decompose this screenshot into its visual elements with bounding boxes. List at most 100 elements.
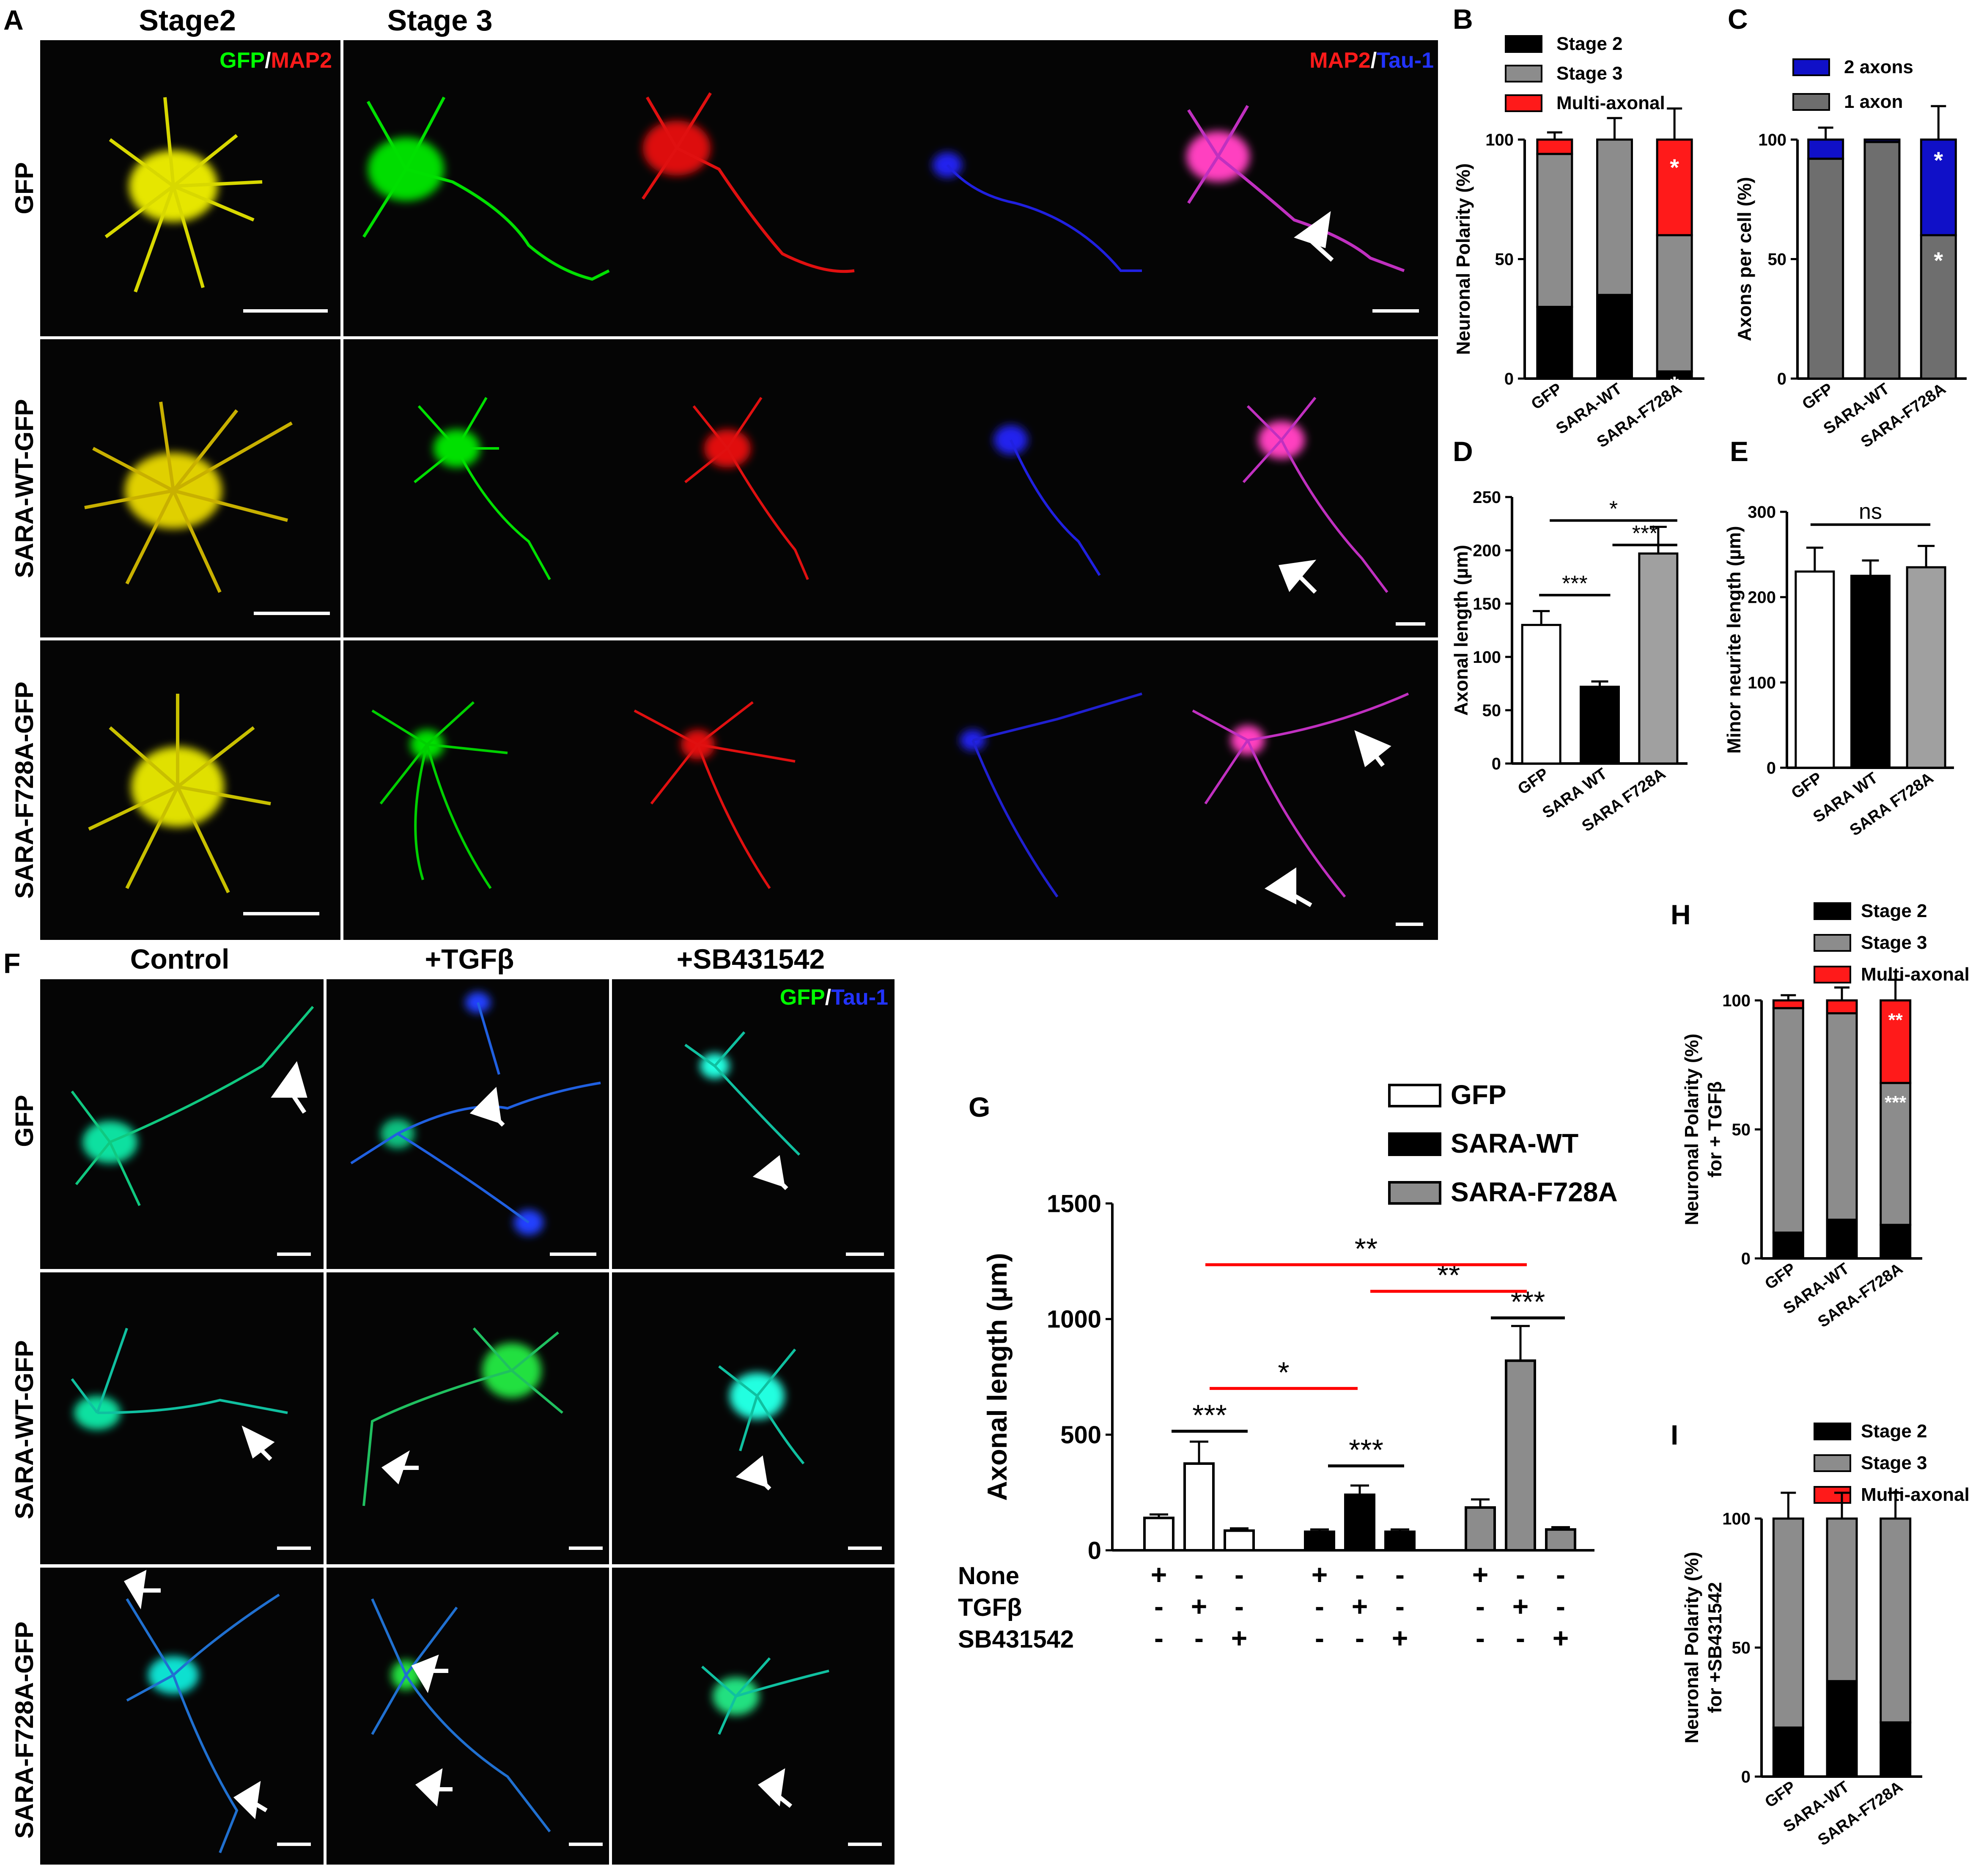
bar-segment — [1920, 138, 1957, 236]
x-tick-label: GFP — [1762, 1260, 1799, 1293]
svg-text:Stage 3: Stage 3 — [1861, 1453, 1927, 1473]
condition-sign: - — [1315, 1590, 1324, 1622]
svg-text:Multi-axonal: Multi-axonal — [1556, 93, 1665, 113]
y-axis-label: Neuronal Polarity (%) — [1681, 1552, 1702, 1743]
row-label-f-wt: SARA-WT-GFP — [10, 1340, 38, 1519]
micrograph-f-f728a-control — [40, 1568, 324, 1865]
significance-label: ** — [1355, 1232, 1378, 1265]
neuron-a-wt-merge — [1242, 397, 1389, 593]
svg-text:Stage 2: Stage 2 — [1861, 1421, 1927, 1442]
neuron-a-wt-blue — [994, 425, 1101, 576]
significance-label: * — [1609, 497, 1618, 521]
panel-label-c: C — [1728, 3, 1748, 35]
panel-label-d: D — [1453, 436, 1473, 467]
svg-text:GFP: GFP — [1451, 1079, 1507, 1110]
y-tick-label: 100 — [1473, 648, 1501, 667]
y-axis-label-2: for + TGFβ — [1704, 1081, 1726, 1178]
condition-sign: - — [1154, 1622, 1163, 1654]
condition-sign: - — [1355, 1622, 1364, 1654]
bar-segment — [1880, 999, 1912, 1084]
legend-g: GFP SARA-WT SARA-F728A — [1388, 1079, 1618, 1207]
significance-label: *** — [1349, 1433, 1383, 1466]
arrow-a-f728a-bottom — [1265, 867, 1312, 907]
y-tick-label: 50 — [1482, 701, 1501, 720]
bar-segment — [1772, 1726, 1804, 1778]
y-axis-label: Axonal length (µm) — [1451, 545, 1472, 716]
svg-text:SARA-WT: SARA-WT — [1451, 1128, 1578, 1159]
panel-a: Stage2 Stage 3 GFP SARA-WT-GFP SARA-F728… — [10, 4, 1438, 940]
bar-segment — [1772, 1231, 1804, 1260]
condition-sign: - — [1516, 1559, 1525, 1590]
y-tick-label: 50 — [1732, 1639, 1751, 1657]
condition-sign: + — [1392, 1622, 1408, 1654]
bar — [1143, 1516, 1174, 1552]
x-tick-label: GFP — [1788, 769, 1825, 802]
significance-label: * — [1670, 371, 1679, 398]
significance-label: *** — [1192, 1398, 1227, 1431]
arrow-a-wt — [1278, 560, 1317, 594]
bar-segment — [1807, 138, 1844, 160]
x-tick-label: GFP — [1799, 380, 1836, 413]
legend-b: Stage 2 Stage 3 Multi-axonal — [1505, 33, 1665, 113]
micrograph-f-gfp-control — [40, 979, 324, 1269]
condition-sign: - — [1315, 1622, 1324, 1654]
y-tick-label: 150 — [1473, 595, 1501, 613]
chart-i: 0 50 100 Neuronal Polarity (%) for +SB431542… — [1681, 1491, 1922, 1849]
legend-h: Stage 2 Stage 3 Multi-axonal — [1814, 901, 1970, 985]
bar-segment — [1826, 1517, 1858, 1682]
panel-f: Control +TGFβ +SB431542 GFP SARA-WT-GFP … — [10, 943, 895, 1865]
condition-sign: + — [1512, 1590, 1529, 1622]
condition-sign: - — [1154, 1590, 1163, 1622]
bar — [1183, 1462, 1215, 1552]
condition-sign: - — [1235, 1590, 1244, 1622]
y-tick-label: 50 — [1732, 1121, 1751, 1139]
col-header-control: Control — [130, 943, 230, 975]
neuron-a-gfp-stage2 — [104, 97, 263, 293]
y-tick-label: 100 — [1722, 992, 1751, 1010]
significance-label: ** — [1888, 1010, 1903, 1030]
bar-segment — [1880, 1721, 1912, 1778]
bar — [1384, 1530, 1416, 1552]
bar-segment — [1826, 1012, 1858, 1221]
y-tick-label: 200 — [1748, 588, 1776, 607]
neuron-a-f728a-stage2 — [88, 694, 271, 893]
panel-label-a: A — [3, 4, 24, 36]
significance-label: *** — [1885, 1092, 1907, 1113]
significance-label: * — [1278, 1356, 1289, 1389]
y-tick-label: 1000 — [1047, 1306, 1101, 1333]
stain-label-gfp-tau1: GFP/Tau-1 — [780, 985, 888, 1010]
svg-text:SARA-F728A: SARA-F728A — [1451, 1177, 1618, 1207]
y-tick-label: 100 — [1758, 131, 1786, 149]
bar — [1224, 1529, 1255, 1552]
bar — [1545, 1528, 1576, 1552]
y-axis-label: Axons per cell (%) — [1734, 177, 1755, 341]
bar-segment — [1863, 138, 1901, 143]
condition-sign: - — [1194, 1622, 1204, 1654]
bar-segment — [1880, 1224, 1912, 1260]
y-tick-label: 0 — [1492, 755, 1501, 773]
svg-text:Multi-axonal: Multi-axonal — [1861, 964, 1970, 985]
y-tick-label: 0 — [1767, 759, 1776, 777]
panel-label-e: E — [1730, 436, 1748, 467]
y-tick-label: 50 — [1495, 250, 1514, 269]
bar — [1505, 1359, 1536, 1552]
svg-text:2 axons: 2 axons — [1844, 57, 1913, 77]
legend-i: Stage 2 Stage 3 Multi-axonal — [1814, 1421, 1970, 1505]
condition-sign: + — [1231, 1622, 1248, 1654]
legend-c: 2 axons 1 axon — [1792, 57, 1913, 112]
bar — [1344, 1493, 1375, 1552]
y-tick-label: 0 — [1777, 370, 1786, 388]
svg-text:Stage 3: Stage 3 — [1861, 932, 1927, 953]
bar-segment — [1536, 153, 1573, 308]
bar — [1465, 1506, 1496, 1552]
condition-sign: + — [1191, 1590, 1207, 1622]
condition-sign: + — [1352, 1590, 1368, 1622]
neuron-a-f728a-green — [371, 701, 508, 889]
col-header-stage2: Stage2 — [139, 4, 236, 37]
bar-segment — [1920, 234, 1957, 380]
scale-bars-a — [243, 309, 1425, 926]
y-tick-label: 100 — [1485, 131, 1514, 149]
neuron-a-wt-stage2 — [84, 401, 293, 593]
